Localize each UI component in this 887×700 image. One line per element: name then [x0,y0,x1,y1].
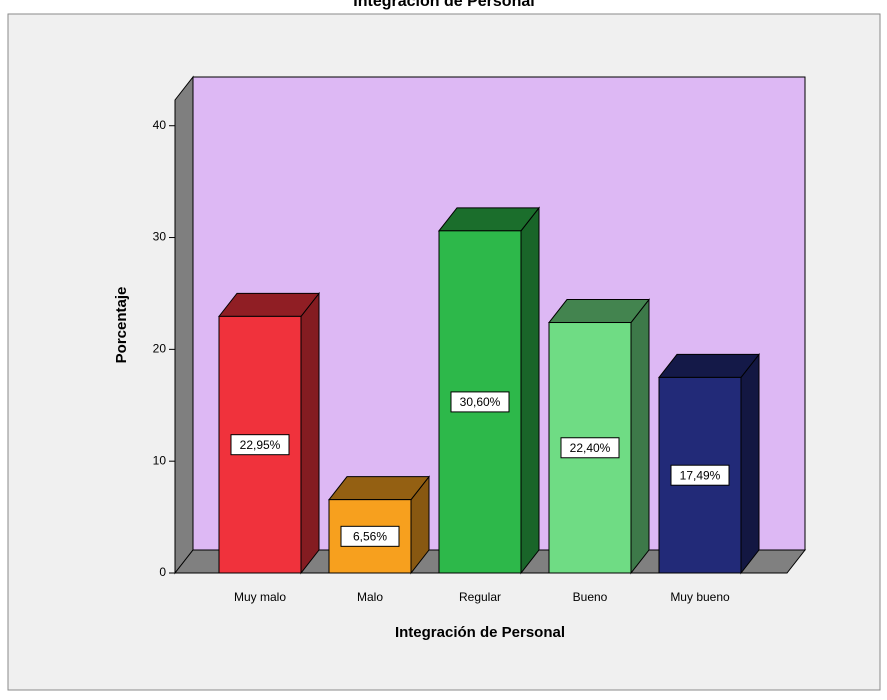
bar-top [217,292,321,317]
chart-title: Integración de Personal [353,0,534,10]
left-wall [174,75,194,575]
value-label-box [450,391,510,413]
y-axis-label: Porcentaje [113,287,130,364]
value-label: 6,56% [353,529,387,543]
x-tick-label: Muy bueno [670,590,730,604]
y-tick-label: 20 [153,342,167,356]
value-label: 22,40% [570,441,611,455]
x-axis-label: Integración de Personal [395,624,565,641]
y-tick-label: 0 [159,565,166,579]
x-tick-label: Bueno [573,590,608,604]
y-tick-label: 10 [153,453,167,467]
bar-side [300,291,320,575]
x-tick-label: Muy malo [234,590,286,604]
bar-side [740,352,760,575]
value-label-box [670,464,730,486]
value-label: 30,60% [460,395,501,409]
value-label-box [340,525,400,547]
value-label: 17,49% [680,468,721,482]
y-tick-label: 40 [153,118,167,132]
bar-side [630,298,650,575]
bar-side [520,206,540,575]
y-tick-label: 30 [153,230,167,244]
value-label-box [560,437,620,459]
x-tick-label: Regular [459,590,501,604]
x-tick-label: Malo [357,590,383,604]
bar-top [657,353,761,378]
value-label-box [230,434,290,456]
bar-top [437,207,541,232]
bar-top [547,299,651,324]
bar-top [327,476,431,501]
value-label: 22,95% [240,438,281,452]
